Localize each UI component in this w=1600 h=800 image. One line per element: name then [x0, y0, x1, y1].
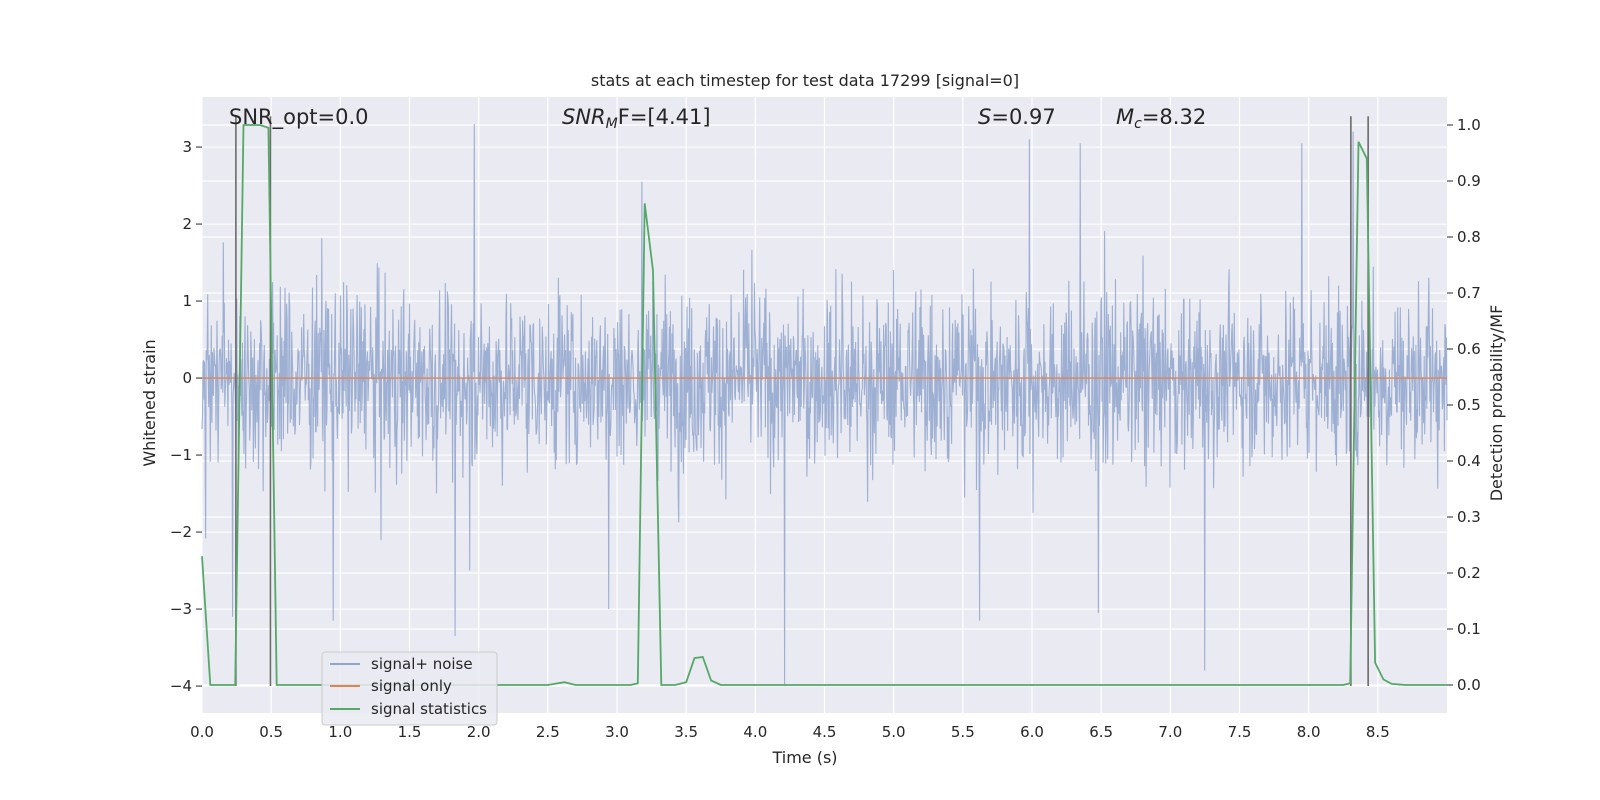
legend-label-signal-only: signal only	[371, 677, 452, 695]
annotation-snr-mf-name: SNR	[562, 105, 606, 129]
noise-trace	[201, 123, 1448, 687]
x-tick-label: 6.5	[1089, 723, 1113, 741]
y-tick-label-right: 0.6	[1457, 340, 1481, 358]
x-tick-label: 0.5	[259, 723, 283, 741]
x-tick-label: 0.0	[190, 723, 214, 741]
y-tick-label-right: 0.3	[1457, 508, 1481, 526]
x-tick-label: 3.0	[605, 723, 629, 741]
annotation-mc-name: M	[1116, 105, 1134, 129]
series-signal-noise	[201, 123, 1448, 687]
y-axis-title-left: Whitened strain	[140, 339, 159, 466]
y-tick-label-right: 0.8	[1457, 228, 1481, 246]
x-tick-label: 4.5	[813, 723, 837, 741]
annotation-snr-opt: SNR_opt=0.0	[229, 105, 369, 130]
x-tick-label: 5.5	[951, 723, 975, 741]
legend-label-signal-statistics: signal statistics	[371, 700, 487, 718]
series-signal-statistics	[201, 124, 1447, 686]
y-tick-label-right: 0.1	[1457, 620, 1481, 638]
tick-labels: 0.0 0.5 1.0 1.5 2.0 2.5 3.0 3.5 4.0 4.5 5.0 5.5 6.0 6…	[170, 116, 1481, 741]
y-tick-label-right: 0.9	[1457, 172, 1481, 190]
x-tick-label: 4.0	[743, 723, 767, 741]
x-tick-label: 2.0	[467, 723, 491, 741]
x-tick-label: 3.5	[674, 723, 698, 741]
annotation-mc: Mc=8.32	[1116, 105, 1206, 132]
y-tick-label-right: 0.4	[1457, 452, 1481, 470]
x-tick-label: 2.5	[536, 723, 560, 741]
x-tick-label: 8.5	[1366, 723, 1390, 741]
y-tick-label-left: 1	[182, 292, 192, 310]
annotation-s-name: S	[978, 105, 991, 129]
legend-label-signal-noise: signal+ noise	[371, 655, 473, 673]
y-tick-label-left: 2	[182, 215, 192, 233]
y-tick-label-right: 1.0	[1457, 116, 1481, 134]
y-tick-label-left: 0	[182, 369, 192, 387]
y-tick-label-right: 0.5	[1457, 396, 1481, 414]
y-tick-label-right: 0.2	[1457, 564, 1481, 582]
x-tick-label: 6.0	[1020, 723, 1044, 741]
legend: signal+ noise signal only signal statist…	[321, 651, 498, 726]
annotation-snr-mf: SNRMF=[4.41]	[562, 105, 711, 132]
x-tick-label: 7.0	[1158, 723, 1182, 741]
x-tick-label: 1.5	[398, 723, 422, 741]
x-tick-label: 8.0	[1297, 723, 1321, 741]
annotation-mc-value: =8.32	[1142, 105, 1206, 129]
annotation-snr-mf-sub: M	[606, 116, 618, 132]
x-axis-title: Time (s)	[771, 748, 837, 767]
y-tick-label-left: −1	[170, 446, 192, 464]
annotation-s-value: =0.97	[991, 105, 1055, 129]
y-tick-label-right: 0.7	[1457, 284, 1481, 302]
signal-statistics-line	[201, 124, 1447, 686]
y-tick-label-left: −2	[170, 523, 192, 541]
annotation-s: S=0.97	[978, 105, 1056, 129]
legend-box	[321, 651, 498, 726]
y-axis-title-right: Detection probability/MF	[1487, 305, 1506, 502]
y-tick-label-left: −4	[170, 677, 192, 695]
x-tick-label: 5.0	[882, 723, 906, 741]
x-tick-label: 7.5	[1228, 723, 1252, 741]
y-tick-label-left: −3	[170, 600, 192, 618]
x-tick-label: 1.0	[328, 723, 352, 741]
y-tick-label-right: 0.0	[1457, 676, 1481, 694]
chart-title: stats at each timestep for test data 172…	[591, 71, 1019, 90]
y-tick-label-left: 3	[182, 138, 192, 156]
annotation-snr-mf-tail: F=[4.41]	[618, 105, 711, 129]
annotation-mc-sub: c	[1134, 116, 1142, 132]
